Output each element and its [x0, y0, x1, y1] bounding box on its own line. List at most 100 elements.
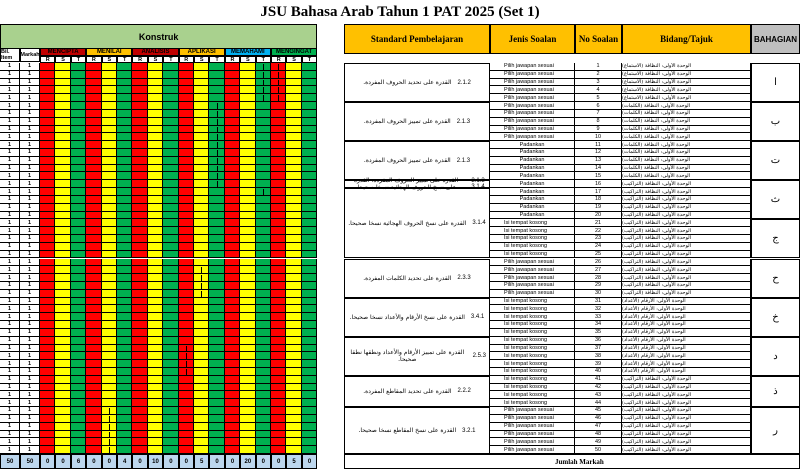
konstruk-cell — [86, 367, 102, 376]
konstruk-cell — [132, 164, 148, 173]
konstruk-cell — [101, 274, 117, 282]
konstruk-cell — [178, 375, 194, 384]
konstruk-cell — [240, 102, 256, 110]
jenis-cell: Pilih jawapan sesuai — [490, 125, 575, 134]
konstruk-cell — [55, 414, 71, 423]
konstruk-cell — [286, 360, 302, 368]
konstruk-cell — [255, 133, 271, 142]
konstruk-cell — [40, 172, 56, 181]
konstruk-cell — [117, 242, 133, 251]
konstruk-cell — [224, 391, 241, 400]
konstruk-cell — [178, 328, 194, 337]
konstruk-cell — [301, 383, 318, 392]
jenis-cell: Pilih jawapan sesuai — [490, 266, 575, 275]
konstruk-cell — [117, 219, 133, 228]
konstruk-cell — [117, 375, 133, 384]
konstruk-cell — [163, 399, 179, 408]
konstruk-cell — [163, 321, 179, 329]
konstruk-cell — [55, 352, 71, 361]
konstruk-cell — [240, 78, 256, 87]
tick-mark — [262, 95, 264, 102]
konstruk-cell — [55, 407, 71, 415]
konstruk-cell — [55, 86, 71, 95]
konstruk-cell — [178, 321, 194, 329]
konstruk-cell — [70, 195, 87, 204]
konstruk-cell — [101, 305, 117, 314]
bahagian-cell: ث — [751, 180, 800, 220]
konstruk-cell — [101, 78, 117, 87]
jenis-cell: Pilih jawapan sesuai — [490, 117, 575, 126]
bidang-cell: الوحدة الأولى: النظافة (التراكيب) — [622, 258, 751, 267]
konstruk-cell — [178, 70, 194, 79]
konstruk-cell — [224, 141, 241, 149]
konstruk-cell — [163, 438, 179, 447]
konstruk-cell — [70, 367, 87, 376]
jenis-cell: Pilih jawapan sesuai — [490, 422, 575, 431]
konstruk-cell — [224, 102, 241, 110]
konstruk-cell — [224, 336, 241, 345]
konstruk-cell — [147, 133, 164, 142]
konstruk-cell — [286, 180, 302, 189]
konstruk-cell — [147, 438, 164, 447]
markah-cell: 1 — [20, 203, 40, 212]
konstruk-cell — [163, 274, 179, 282]
no-soalan-cell: 7 — [575, 109, 622, 118]
konstruk-cell — [163, 407, 179, 415]
no-soalan-cell: 4 — [575, 86, 622, 95]
konstruk-cell — [255, 360, 271, 368]
konstruk-cell — [70, 414, 87, 423]
konstruk-cell — [40, 219, 56, 228]
konstruk-cell — [178, 414, 194, 423]
konstruk-cell — [209, 344, 225, 353]
konstruk-cell — [286, 289, 302, 298]
konstruk-cell — [178, 195, 194, 204]
tick-mark — [262, 189, 264, 195]
bidang-cell: الوحدة الأولى: النظافة (التراكيب) — [622, 391, 751, 400]
konstruk-cell — [271, 407, 287, 415]
bil-item-cell: 1 — [0, 297, 20, 306]
bahagian-cell: د — [751, 336, 800, 376]
konstruk-cell — [240, 86, 256, 95]
konstruk-cell — [178, 125, 194, 134]
konstruk-cell — [255, 438, 271, 447]
rst-header: S — [55, 56, 71, 63]
konstruk-cell — [132, 102, 148, 110]
konstruk-cell — [178, 266, 194, 275]
konstruk-cell — [178, 109, 194, 118]
konstruk-cell — [224, 109, 241, 118]
konstruk-cell — [286, 414, 302, 423]
konstruk-cell — [224, 164, 241, 173]
bil-item-cell: 1 — [0, 289, 20, 298]
bidang-header: Bidang/Tajuk — [622, 24, 751, 54]
no-soalan-cell: 6 — [575, 102, 622, 110]
konstruk-cell — [240, 172, 256, 181]
konstruk-cell — [224, 211, 241, 220]
no-soalan-cell: 45 — [575, 407, 622, 415]
konstruk-cell — [163, 305, 179, 314]
konstruk-cell — [178, 407, 194, 415]
konstruk-cell — [194, 102, 210, 110]
konstruk-cell — [301, 219, 318, 228]
konstruk-cell — [147, 211, 164, 220]
konstruk-cell — [286, 258, 302, 267]
konstruk-cell — [86, 149, 102, 157]
konstruk-cell — [224, 172, 241, 181]
no-soalan-cell: 24 — [575, 242, 622, 251]
konstruk-cell — [301, 125, 318, 134]
no-soalan-cell: 43 — [575, 391, 622, 400]
konstruk-cell — [70, 297, 87, 306]
konstruk-cell — [240, 125, 256, 134]
konstruk-cell — [194, 94, 210, 103]
konstruk-cell — [240, 180, 256, 189]
konstruk-cell — [209, 219, 225, 228]
konstruk-cell — [178, 227, 194, 236]
konstruk-cell — [163, 78, 179, 87]
konstruk-cell — [147, 125, 164, 134]
konstruk-cell — [178, 172, 194, 181]
konstruk-cell — [301, 414, 318, 423]
konstruk-cell — [86, 102, 102, 110]
konstruk-cell — [70, 250, 87, 259]
konstruk-cell — [178, 164, 194, 173]
konstruk-cell — [40, 274, 56, 282]
konstruk-cell — [55, 164, 71, 173]
